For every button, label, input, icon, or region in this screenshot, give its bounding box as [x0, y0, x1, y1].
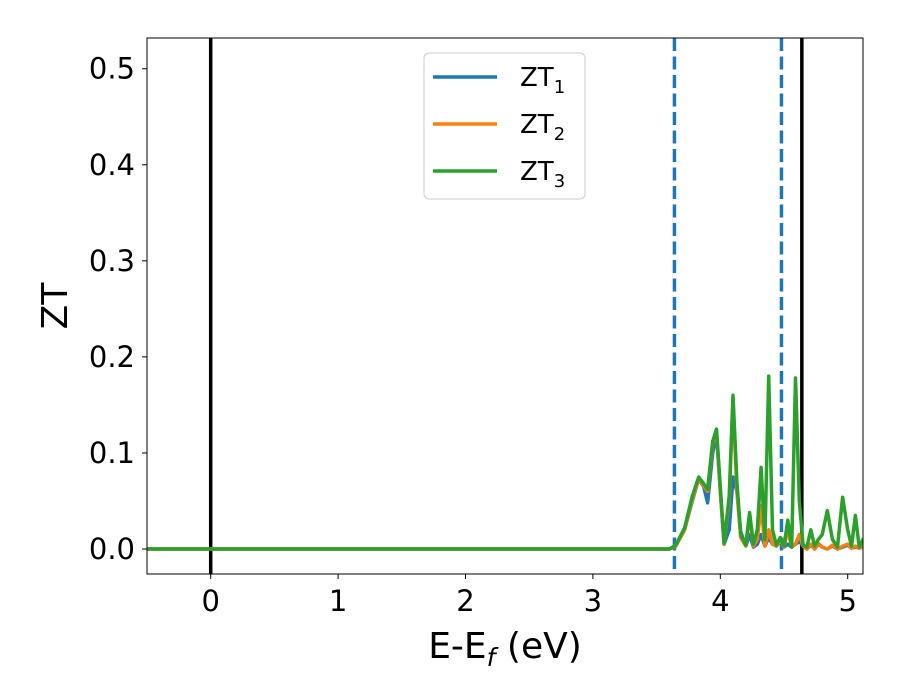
reference-lines [208, 38, 804, 574]
legend-label-subscript: 2 [554, 124, 565, 145]
x-axis: 0 1 2 3 4 5 [201, 574, 857, 618]
plot-frame [146, 37, 864, 575]
legend-label-subscript: 3 [554, 171, 565, 192]
x-axis-title-main: E-E [428, 626, 486, 667]
y-tick-label: 0.5 [89, 52, 135, 86]
x-tick-label: 2 [456, 584, 474, 618]
legend-label-subscript: 1 [554, 77, 565, 98]
series-line-3 [147, 374, 863, 551]
y-axis: 0.0 0.1 0.2 0.3 0.4 0.5 [89, 52, 147, 566]
x-tick-label: 5 [838, 584, 856, 618]
x-axis-title-unit: (eV) [495, 626, 581, 667]
y-tick-label: 0.0 [89, 532, 135, 566]
x-tick-label: 3 [584, 584, 602, 618]
legend-label-main: ZT [520, 110, 554, 140]
y-axis-title: ZT [35, 282, 76, 330]
x-tick-label: 1 [329, 584, 347, 618]
series-lines [147, 374, 863, 551]
legend-label-3: ZT3 [520, 157, 565, 192]
legend-label-1: ZT1 [520, 63, 565, 98]
legend-label-main: ZT [520, 63, 554, 93]
legend-label-2: ZT2 [520, 110, 565, 145]
y-tick-label: 0.2 [89, 340, 135, 374]
x-tick-label: 4 [711, 584, 729, 618]
y-tick-label: 0.1 [89, 436, 135, 470]
x-tick-label: 0 [201, 584, 219, 618]
y-tick-label: 0.3 [89, 244, 135, 278]
legend-box [423, 52, 586, 200]
y-tick-label: 0.4 [89, 148, 135, 182]
x-axis-title: E-Ef (eV) [428, 626, 582, 672]
legend-label-main: ZT [520, 157, 554, 187]
